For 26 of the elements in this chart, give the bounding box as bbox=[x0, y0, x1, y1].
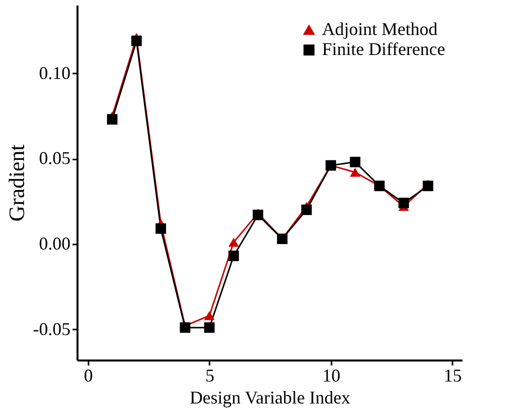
x-tick-label: 0 bbox=[84, 366, 93, 386]
point bbox=[252, 210, 264, 220]
y-tick-label: -0.05 bbox=[33, 318, 70, 339]
point bbox=[350, 168, 360, 177]
point bbox=[204, 322, 215, 333]
point bbox=[398, 198, 409, 208]
point bbox=[228, 238, 239, 247]
x-axis-title: Design Variable Index bbox=[190, 388, 350, 408]
point bbox=[350, 156, 360, 168]
legend-label: Finite Difference bbox=[322, 39, 446, 59]
y-tick-label: 0.00 bbox=[39, 233, 70, 254]
point bbox=[422, 180, 434, 192]
point bbox=[228, 250, 239, 262]
point bbox=[106, 114, 118, 125]
x-tick-label: 10 bbox=[322, 366, 340, 386]
point bbox=[180, 322, 190, 333]
point bbox=[156, 223, 166, 234]
legend-label: Adjoint Method bbox=[322, 19, 438, 39]
y-tick-label: 0.10 bbox=[39, 62, 70, 83]
point bbox=[204, 311, 215, 320]
x-tick-label: 5 bbox=[205, 366, 214, 386]
y-axis-title: Gradient bbox=[4, 144, 30, 222]
x-tick-label: 15 bbox=[444, 366, 462, 386]
point bbox=[131, 36, 142, 46]
point bbox=[301, 204, 312, 216]
y-tick-label: 0.05 bbox=[39, 148, 70, 168]
